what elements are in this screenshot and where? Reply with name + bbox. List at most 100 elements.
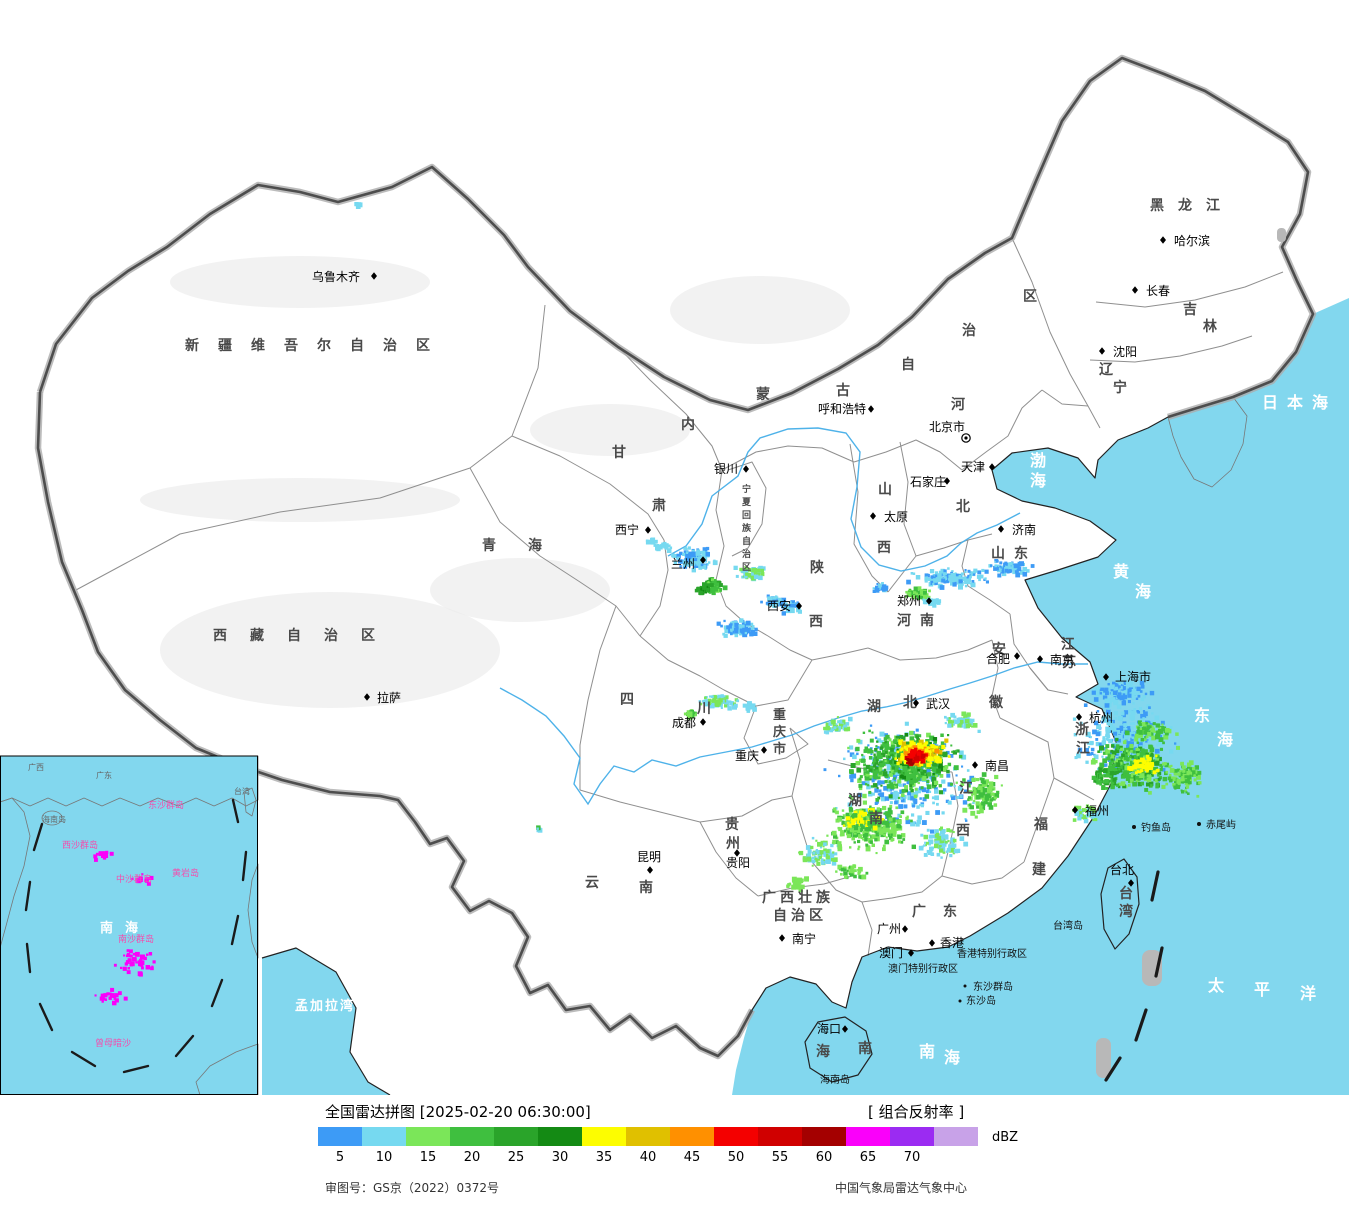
city-marker bbox=[364, 693, 370, 701]
prov-label: 福 bbox=[1033, 816, 1048, 833]
pink-label: 南沙群岛 bbox=[118, 933, 154, 945]
sea-label: 南海 bbox=[100, 920, 150, 936]
city-label: 贵阳 bbox=[726, 856, 750, 870]
scale-value-55: 55 bbox=[771, 1150, 789, 1165]
prov-label: 肃 bbox=[652, 497, 666, 514]
scale-segment-4 bbox=[494, 1127, 538, 1146]
city-label: 福州 bbox=[1085, 803, 1109, 818]
south-china-sea-inset bbox=[0, 755, 259, 1095]
scale-value-40: 40 bbox=[639, 1150, 657, 1165]
isle-label: 东沙群岛 bbox=[973, 980, 1013, 993]
prov-label: 自 bbox=[901, 356, 915, 373]
prov-label: 云 bbox=[585, 875, 599, 891]
prov-label: 西藏自治区 bbox=[213, 627, 398, 644]
city-marker bbox=[908, 949, 914, 957]
prov-label: 贵 bbox=[725, 816, 739, 833]
sea-label: 孟加拉湾 bbox=[295, 998, 355, 1014]
product-label: [ 组合反射率 ] bbox=[868, 1103, 965, 1121]
city-marker bbox=[926, 597, 932, 605]
legend-title: 全国雷达拼图 [2025-02-20 06:30:00] bbox=[325, 1103, 591, 1121]
prov-label: 湾 bbox=[1119, 903, 1133, 920]
scale-segment-10 bbox=[758, 1127, 802, 1146]
city-marker bbox=[1160, 236, 1166, 244]
national-border bbox=[34, 54, 1317, 1060]
city-label: 西宁 bbox=[615, 522, 639, 537]
city-marker bbox=[371, 272, 377, 280]
city-label: 武汉 bbox=[926, 697, 950, 711]
yellow-river bbox=[667, 427, 1021, 572]
prov-label: 自治区 bbox=[773, 907, 827, 924]
city-label: 西安 bbox=[767, 598, 791, 613]
diaoyu-island-dot bbox=[1132, 825, 1136, 829]
scale-value-45: 45 bbox=[683, 1150, 701, 1165]
city-label: 太原 bbox=[884, 509, 908, 524]
isle-label: 香港特别行政区 bbox=[957, 947, 1027, 960]
prov-label: 西 bbox=[956, 823, 970, 839]
radar-echo-layer bbox=[93, 202, 1202, 1006]
yangtze-river bbox=[499, 661, 1088, 806]
legend-panel: 全国雷达拼图 [2025-02-20 06:30:00] [ 组合反射率 ] 5… bbox=[0, 1095, 1349, 1208]
prov-label: 台 bbox=[1119, 885, 1133, 902]
city-label: 海口 bbox=[817, 1021, 841, 1036]
city-label: 南昌 bbox=[985, 758, 1009, 773]
dongsha-dot bbox=[963, 984, 967, 988]
city-marker bbox=[743, 465, 749, 473]
city-label: 银川 bbox=[714, 462, 738, 476]
inset-taiwan bbox=[243, 787, 257, 817]
unit-label: dBZ bbox=[992, 1130, 1019, 1145]
tiny-label: 广西 bbox=[28, 762, 44, 772]
prov-label: 蒙 bbox=[756, 386, 770, 403]
nodata-patches bbox=[1096, 228, 1286, 1078]
scale-value-70: 70 bbox=[903, 1150, 921, 1165]
city-label: 香港 bbox=[940, 936, 964, 950]
rivers bbox=[499, 427, 1088, 806]
isle-label: 澳门特别行政区 bbox=[888, 962, 958, 975]
sea-label: 平 bbox=[1254, 980, 1270, 999]
city-marker bbox=[989, 463, 995, 471]
city-marker bbox=[645, 526, 651, 534]
scale-value-60: 60 bbox=[815, 1150, 833, 1165]
prov-label: 川 bbox=[696, 701, 711, 717]
city-marker bbox=[734, 849, 740, 857]
prov-label: 广 bbox=[912, 903, 926, 920]
prov-label: 西 bbox=[877, 540, 891, 556]
city-label: 昆明 bbox=[637, 850, 661, 864]
taiwan-island bbox=[1100, 858, 1140, 950]
isle-label: 钓鱼岛 bbox=[1141, 821, 1171, 834]
city-label: 天津 bbox=[961, 460, 985, 474]
prov-label: 山 bbox=[878, 482, 892, 498]
prov-label: 湖 bbox=[848, 793, 862, 809]
prov-label: 东 bbox=[1014, 545, 1028, 562]
city-label: 台北 bbox=[1110, 862, 1134, 877]
inset-nine-dash-line bbox=[24, 798, 248, 1074]
prov-label: 内 bbox=[681, 416, 695, 433]
city-label: 哈尔滨 bbox=[1174, 233, 1210, 248]
isle-label: 台湾岛 bbox=[1053, 919, 1083, 932]
scale-segment-3 bbox=[450, 1127, 494, 1146]
isle-label: 东沙岛 bbox=[966, 994, 996, 1007]
prov-label: 陕 bbox=[810, 559, 824, 576]
city-marker bbox=[1103, 673, 1109, 681]
city-marker bbox=[870, 512, 876, 520]
sea-label: 渤海 bbox=[1030, 451, 1046, 490]
scale-segment-7 bbox=[626, 1127, 670, 1146]
prov-label: 北 bbox=[956, 499, 970, 515]
prov-label: 安 bbox=[992, 641, 1006, 658]
scale-values-row: 5 10 15 20 25 30 35 40 45 50 55 60 65 70 bbox=[318, 1150, 978, 1168]
city-marker bbox=[779, 934, 785, 942]
city-label: 长春 bbox=[1146, 284, 1170, 298]
scale-segment-14 bbox=[934, 1127, 978, 1146]
city-marker bbox=[1099, 347, 1105, 355]
tiny-label: 广东 bbox=[96, 770, 112, 780]
scale-value-65: 65 bbox=[859, 1150, 877, 1165]
scale-value-10: 10 bbox=[375, 1150, 393, 1165]
scale-segment-12 bbox=[846, 1127, 890, 1146]
city-marker bbox=[929, 939, 935, 947]
prov-label: 徽 bbox=[988, 694, 1004, 711]
city-label: 南宁 bbox=[792, 931, 816, 946]
scale-value-50: 50 bbox=[727, 1150, 745, 1165]
main-sea bbox=[732, 298, 1349, 1095]
city-marker bbox=[1014, 652, 1020, 660]
isle-label: 赤尾屿 bbox=[1206, 819, 1236, 831]
